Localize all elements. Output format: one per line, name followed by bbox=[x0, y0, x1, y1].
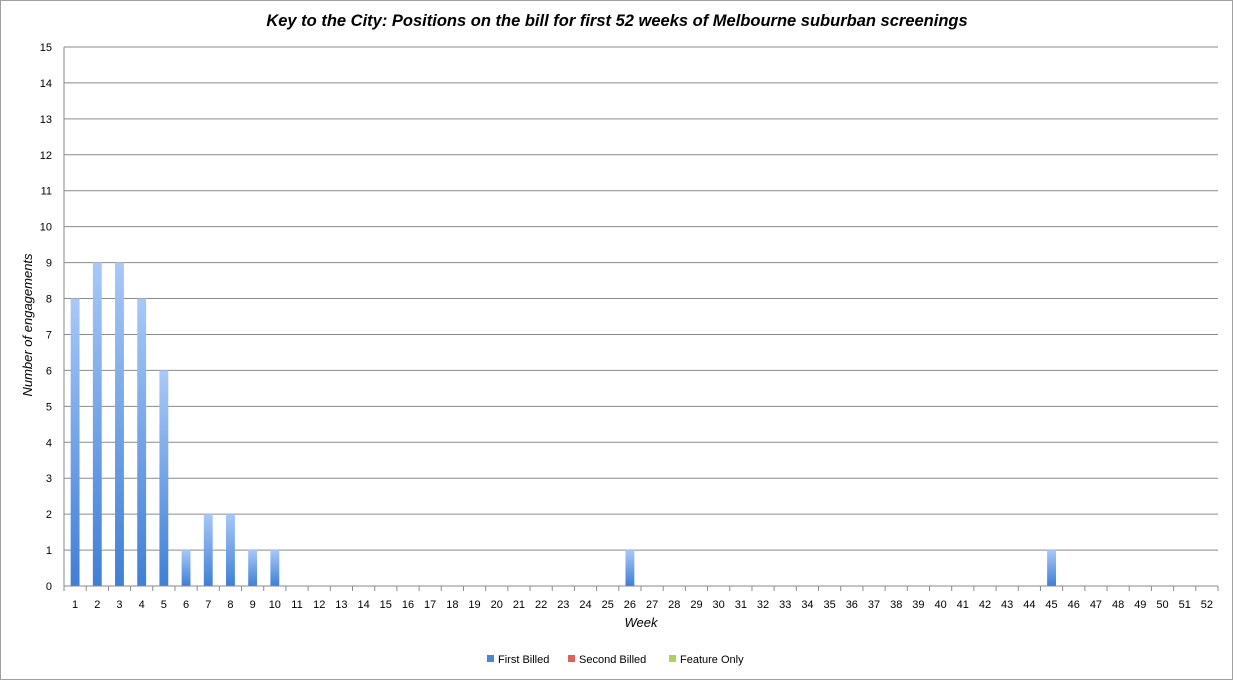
x-tick-label: 31 bbox=[735, 599, 747, 611]
bar-first-billed bbox=[248, 550, 258, 586]
x-tick-label: 47 bbox=[1090, 599, 1102, 611]
y-tick-label: 5 bbox=[46, 401, 52, 413]
x-tick-label: 7 bbox=[205, 599, 211, 611]
legend-label: Feature Only bbox=[680, 654, 744, 666]
x-tick-label: 32 bbox=[757, 599, 769, 611]
x-tick-label: 25 bbox=[602, 599, 614, 611]
chart-title: Key to the City: Positions on the bill f… bbox=[266, 12, 967, 30]
x-tick-label: 20 bbox=[491, 599, 503, 611]
legend: First Billed Second Billed Feature Only bbox=[487, 654, 744, 666]
x-tick-label: 19 bbox=[468, 599, 480, 611]
bar-first-billed bbox=[159, 370, 169, 586]
y-tick-label: 11 bbox=[41, 186, 52, 198]
x-tick-label: 22 bbox=[535, 599, 547, 611]
x-tick-label: 13 bbox=[335, 599, 347, 611]
x-tick-label: 30 bbox=[713, 599, 725, 611]
x-tick-label: 8 bbox=[227, 599, 233, 611]
x-tick-label: 16 bbox=[402, 599, 414, 611]
x-tick-label: 3 bbox=[116, 599, 122, 611]
x-tick-label: 40 bbox=[934, 599, 946, 611]
x-tick-label: 39 bbox=[912, 599, 924, 611]
legend-swatch bbox=[568, 655, 575, 662]
x-tick-label: 14 bbox=[357, 599, 369, 611]
y-tick-label: 14 bbox=[40, 78, 52, 90]
x-tick-label: 11 bbox=[291, 599, 302, 611]
y-axis-label: Number of engagements bbox=[20, 253, 35, 397]
x-tick-label: 38 bbox=[890, 599, 902, 611]
x-tick-label: 42 bbox=[979, 599, 991, 611]
x-tick-label: 50 bbox=[1156, 599, 1168, 611]
x-tick-label: 26 bbox=[624, 599, 636, 611]
x-tick-labels: 1 2 3 4 5 6 7 8 9 10 11 12 13 14 15 16 17 18 19 20 21 22 23 24 2… bbox=[72, 599, 1213, 611]
y-tick-label: 0 bbox=[46, 581, 52, 593]
x-tick-label: 28 bbox=[668, 599, 680, 611]
x-tick-label: 48 bbox=[1112, 599, 1124, 611]
bar-first-billed bbox=[625, 550, 635, 586]
y-tick-label: 13 bbox=[40, 114, 52, 126]
x-tick-label: 46 bbox=[1068, 599, 1080, 611]
x-tick-label: 10 bbox=[269, 599, 281, 611]
x-tick-label: 49 bbox=[1134, 599, 1146, 611]
y-tick-label: 6 bbox=[46, 365, 52, 377]
legend-label: First Billed bbox=[498, 654, 549, 666]
x-tick-label: 5 bbox=[161, 599, 167, 611]
x-tick-label: 41 bbox=[957, 599, 969, 611]
bar-first-billed bbox=[137, 298, 147, 586]
x-tick-label: 45 bbox=[1045, 599, 1057, 611]
y-tick-label: 1 bbox=[46, 545, 52, 557]
y-tick-label: 3 bbox=[46, 473, 52, 485]
x-tick-label: 17 bbox=[424, 599, 436, 611]
x-tick-label: 21 bbox=[513, 599, 525, 611]
x-tick-label: 24 bbox=[579, 599, 591, 611]
y-tick-label: 2 bbox=[46, 509, 52, 521]
bar-first-billed bbox=[115, 262, 124, 586]
x-tick-label: 29 bbox=[690, 599, 702, 611]
x-tick-label: 27 bbox=[646, 599, 658, 611]
bar-first-billed bbox=[1047, 550, 1056, 586]
x-tick-label: 34 bbox=[801, 599, 813, 611]
x-tick-label: 43 bbox=[1001, 599, 1013, 611]
axes bbox=[63, 47, 1219, 591]
bar-first-billed bbox=[270, 550, 280, 586]
bar-first-billed bbox=[70, 298, 80, 586]
x-tick-label: 18 bbox=[446, 599, 458, 611]
bar-first-billed bbox=[92, 262, 102, 586]
legend-label: Second Billed bbox=[579, 654, 646, 666]
y-tick-label: 15 bbox=[40, 42, 52, 54]
bar-first-billed bbox=[226, 514, 235, 586]
y-tick-label: 10 bbox=[40, 222, 52, 234]
y-tick-label: 9 bbox=[46, 258, 52, 270]
x-tick-label: 51 bbox=[1179, 599, 1191, 611]
x-tick-label: 15 bbox=[380, 599, 392, 611]
bars bbox=[70, 262, 1056, 586]
y-tick-label: 12 bbox=[40, 150, 52, 162]
legend-swatch bbox=[487, 655, 494, 662]
x-tick-label: 12 bbox=[313, 599, 325, 611]
x-tick-label: 2 bbox=[94, 599, 100, 611]
x-tick-label: 36 bbox=[846, 599, 858, 611]
legend-swatch bbox=[669, 655, 676, 662]
x-tick-label: 1 bbox=[72, 599, 78, 611]
bar-first-billed bbox=[181, 550, 191, 586]
x-tick-label: 33 bbox=[779, 599, 791, 611]
y-tick-label: 8 bbox=[46, 294, 52, 306]
x-tick-label: 9 bbox=[250, 599, 256, 611]
x-tick-label: 52 bbox=[1201, 599, 1213, 611]
x-tick-label: 37 bbox=[868, 599, 880, 611]
x-axis-label: Week bbox=[625, 615, 659, 630]
y-tick-label: 4 bbox=[46, 437, 52, 449]
bar-first-billed bbox=[203, 514, 213, 586]
x-tick-label: 35 bbox=[824, 599, 836, 611]
x-tick-label: 23 bbox=[557, 599, 569, 611]
gridlines bbox=[64, 46, 1218, 551]
x-tick-label: 6 bbox=[183, 599, 189, 611]
x-tick-label: 44 bbox=[1023, 599, 1035, 611]
x-tick-label: 4 bbox=[139, 599, 145, 611]
y-tick-label: 7 bbox=[46, 329, 52, 341]
